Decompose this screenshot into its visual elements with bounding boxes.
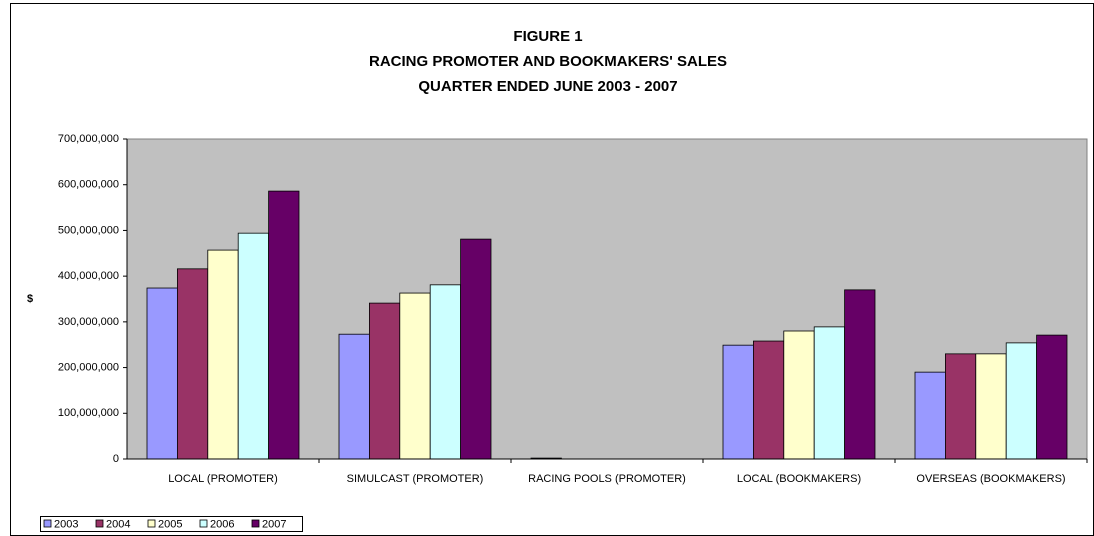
- x-tick-label: LOCAL (BOOKMAKERS): [737, 473, 861, 485]
- bar: [207, 249, 239, 460]
- bar: [460, 238, 492, 460]
- y-tick-label: 500,000,000: [58, 224, 119, 236]
- x-tick-label: LOCAL (PROMOTER): [168, 473, 278, 485]
- x-tick-label: SIMULCAST (PROMOTER): [347, 473, 484, 485]
- legend-label: 2007: [262, 518, 286, 530]
- bar: [783, 330, 815, 460]
- y-tick-label: 700,000,000: [58, 133, 119, 145]
- bar: [268, 190, 300, 460]
- bar: [975, 353, 1007, 460]
- y-tick-label: 600,000,000: [58, 179, 119, 191]
- bar: [399, 292, 431, 460]
- x-tick-label: OVERSEAS (BOOKMAKERS): [916, 473, 1065, 485]
- legend-swatch: [147, 519, 156, 528]
- y-tick-label: 300,000,000: [58, 316, 119, 328]
- legend-swatch: [43, 519, 52, 528]
- chart-title: QUARTER ENDED JUNE 2003 - 2007: [418, 78, 677, 95]
- bar: [813, 326, 846, 460]
- bar: [429, 284, 462, 460]
- legend-swatch: [95, 519, 104, 528]
- legend-label: 2006: [210, 518, 234, 530]
- bar: [237, 232, 269, 460]
- bar: [753, 340, 785, 460]
- legend-label: 2005: [158, 518, 182, 530]
- bar: [1005, 342, 1038, 460]
- chart-title: FIGURE 1: [513, 28, 582, 45]
- legend-label: 2003: [54, 518, 78, 530]
- bar: [146, 287, 178, 460]
- bar: [722, 344, 754, 460]
- legend-swatch: [251, 519, 260, 528]
- legend-swatch: [199, 519, 208, 528]
- legend-label: 2004: [106, 518, 130, 530]
- x-tick-label: RACING POOLS (PROMOTER): [528, 473, 686, 485]
- bar: [368, 302, 401, 460]
- bar: [1036, 334, 1068, 460]
- bar: [844, 289, 876, 460]
- bar: [338, 333, 370, 460]
- legend-box: [40, 516, 303, 532]
- y-tick-label: 100,000,000: [58, 407, 119, 419]
- bar: [945, 353, 977, 460]
- y-axis-label: $: [27, 293, 33, 305]
- bar: [176, 268, 209, 460]
- y-tick-label: 0: [113, 453, 119, 465]
- y-tick-label: 400,000,000: [58, 270, 119, 282]
- y-tick-label: 200,000,000: [58, 361, 119, 373]
- chart-title: RACING PROMOTER AND BOOKMAKERS' SALES: [369, 53, 727, 70]
- bar: [914, 371, 946, 460]
